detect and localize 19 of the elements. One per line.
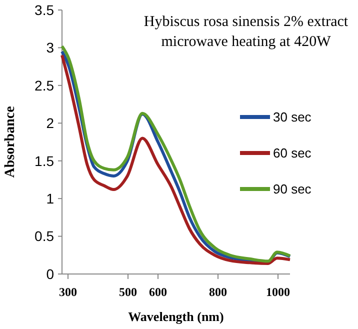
x-tick-label: 300 <box>59 285 77 299</box>
legend-label: 90 sec <box>273 182 312 197</box>
x-axis-title: Wavelength (nm) <box>128 309 224 324</box>
y-tick-label: 0 <box>46 266 54 282</box>
x-tick-label: 1000 <box>266 285 290 299</box>
x-tick-label: 800 <box>209 285 227 299</box>
text: Hybiscus rosa sinensis 2% extract microwave heating at 420W <box>144 14 349 50</box>
legend-label: 30 sec <box>273 110 312 125</box>
y-tick-label: 3.5 <box>34 2 54 18</box>
y-tick-label: 1 <box>46 190 54 206</box>
x-tick-label: 600 <box>149 285 167 299</box>
y-tick-label: 0.5 <box>34 228 54 244</box>
y-tick-label: 3 <box>46 40 54 56</box>
y-tick-label: 2.5 <box>34 77 54 94</box>
legend-label: 60 sec <box>273 146 312 161</box>
y-tick-label: 1.5 <box>34 152 54 169</box>
y-tick-label: 2 <box>46 115 54 132</box>
y-axis-title: Absorbance <box>3 106 18 178</box>
x-tick-label: 500 <box>119 285 137 299</box>
